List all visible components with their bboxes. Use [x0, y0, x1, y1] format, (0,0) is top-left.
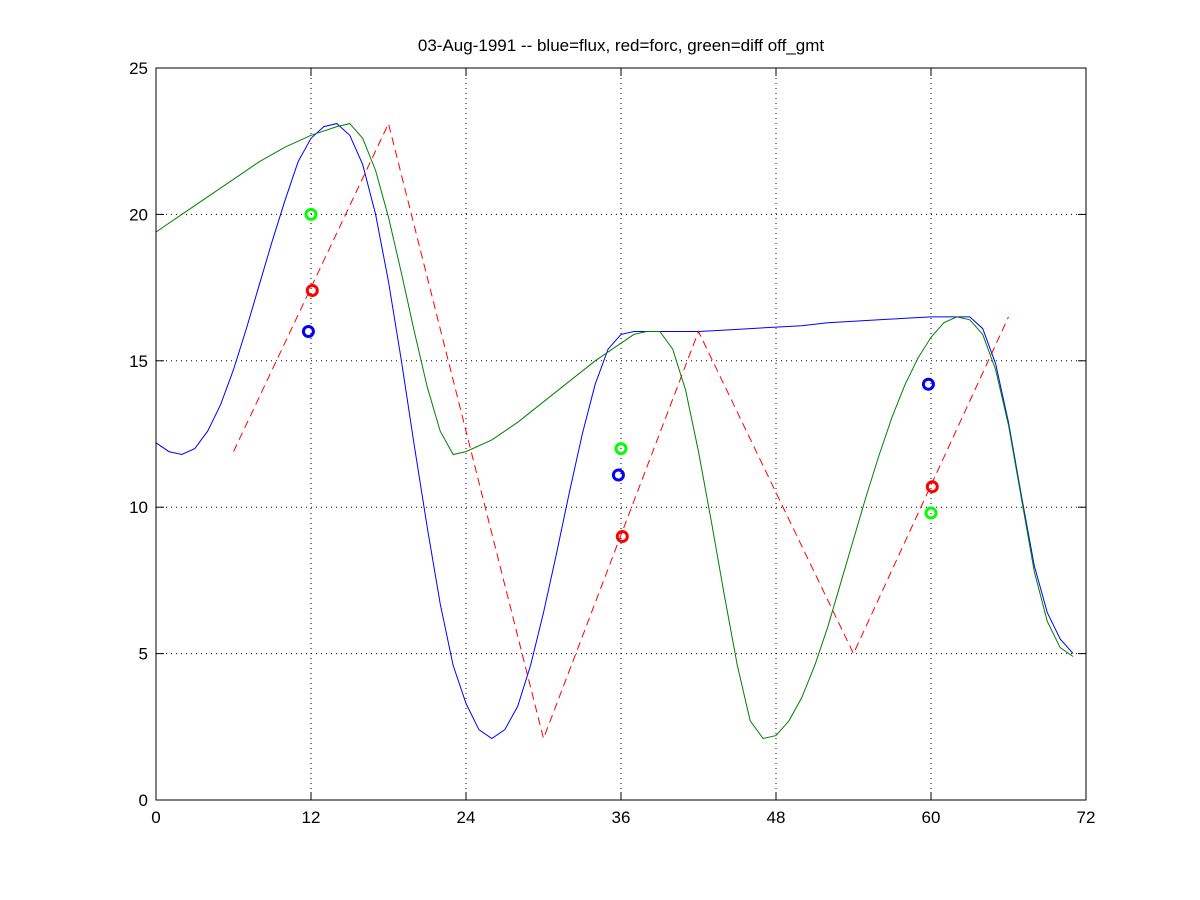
- ticks: 0 12 24 36 48 60 72 0 5 10 15 20 25: [129, 59, 1095, 827]
- series-line-red: [233, 122, 1009, 741]
- marker-layer: [301, 207, 939, 543]
- series-line-blue: [155, 123, 1074, 740]
- marker-bright_green: [304, 207, 318, 221]
- y-tick-label: 25: [129, 59, 148, 78]
- x-tick-label: 0: [151, 808, 160, 827]
- series-layer: [155, 122, 1074, 741]
- marker-bright_green: [924, 506, 938, 520]
- x-tick-label: 48: [767, 808, 786, 827]
- y-tick-label: 5: [139, 645, 148, 664]
- marker-red: [615, 529, 629, 543]
- marker-red: [305, 284, 319, 298]
- marker-blue: [611, 468, 625, 482]
- y-tick-label: 10: [129, 498, 148, 517]
- marker-blue: [921, 377, 935, 391]
- x-tick-label: 72: [1077, 808, 1096, 827]
- x-tick-label: 60: [922, 808, 941, 827]
- y-tick-label: 0: [139, 791, 148, 810]
- x-tick-label: 36: [612, 808, 631, 827]
- marker-red: [925, 480, 939, 494]
- x-tick-label: 24: [457, 808, 476, 827]
- series-line-green: [155, 123, 1074, 740]
- marker-bright_green: [614, 442, 628, 456]
- marker-blue: [301, 325, 315, 339]
- y-tick-label: 15: [129, 352, 148, 371]
- x-tick-label: 12: [302, 808, 321, 827]
- y-tick-label: 20: [129, 205, 148, 224]
- chart-title: 03-Aug-1991 -- blue=flux, red=forc, gree…: [418, 36, 824, 55]
